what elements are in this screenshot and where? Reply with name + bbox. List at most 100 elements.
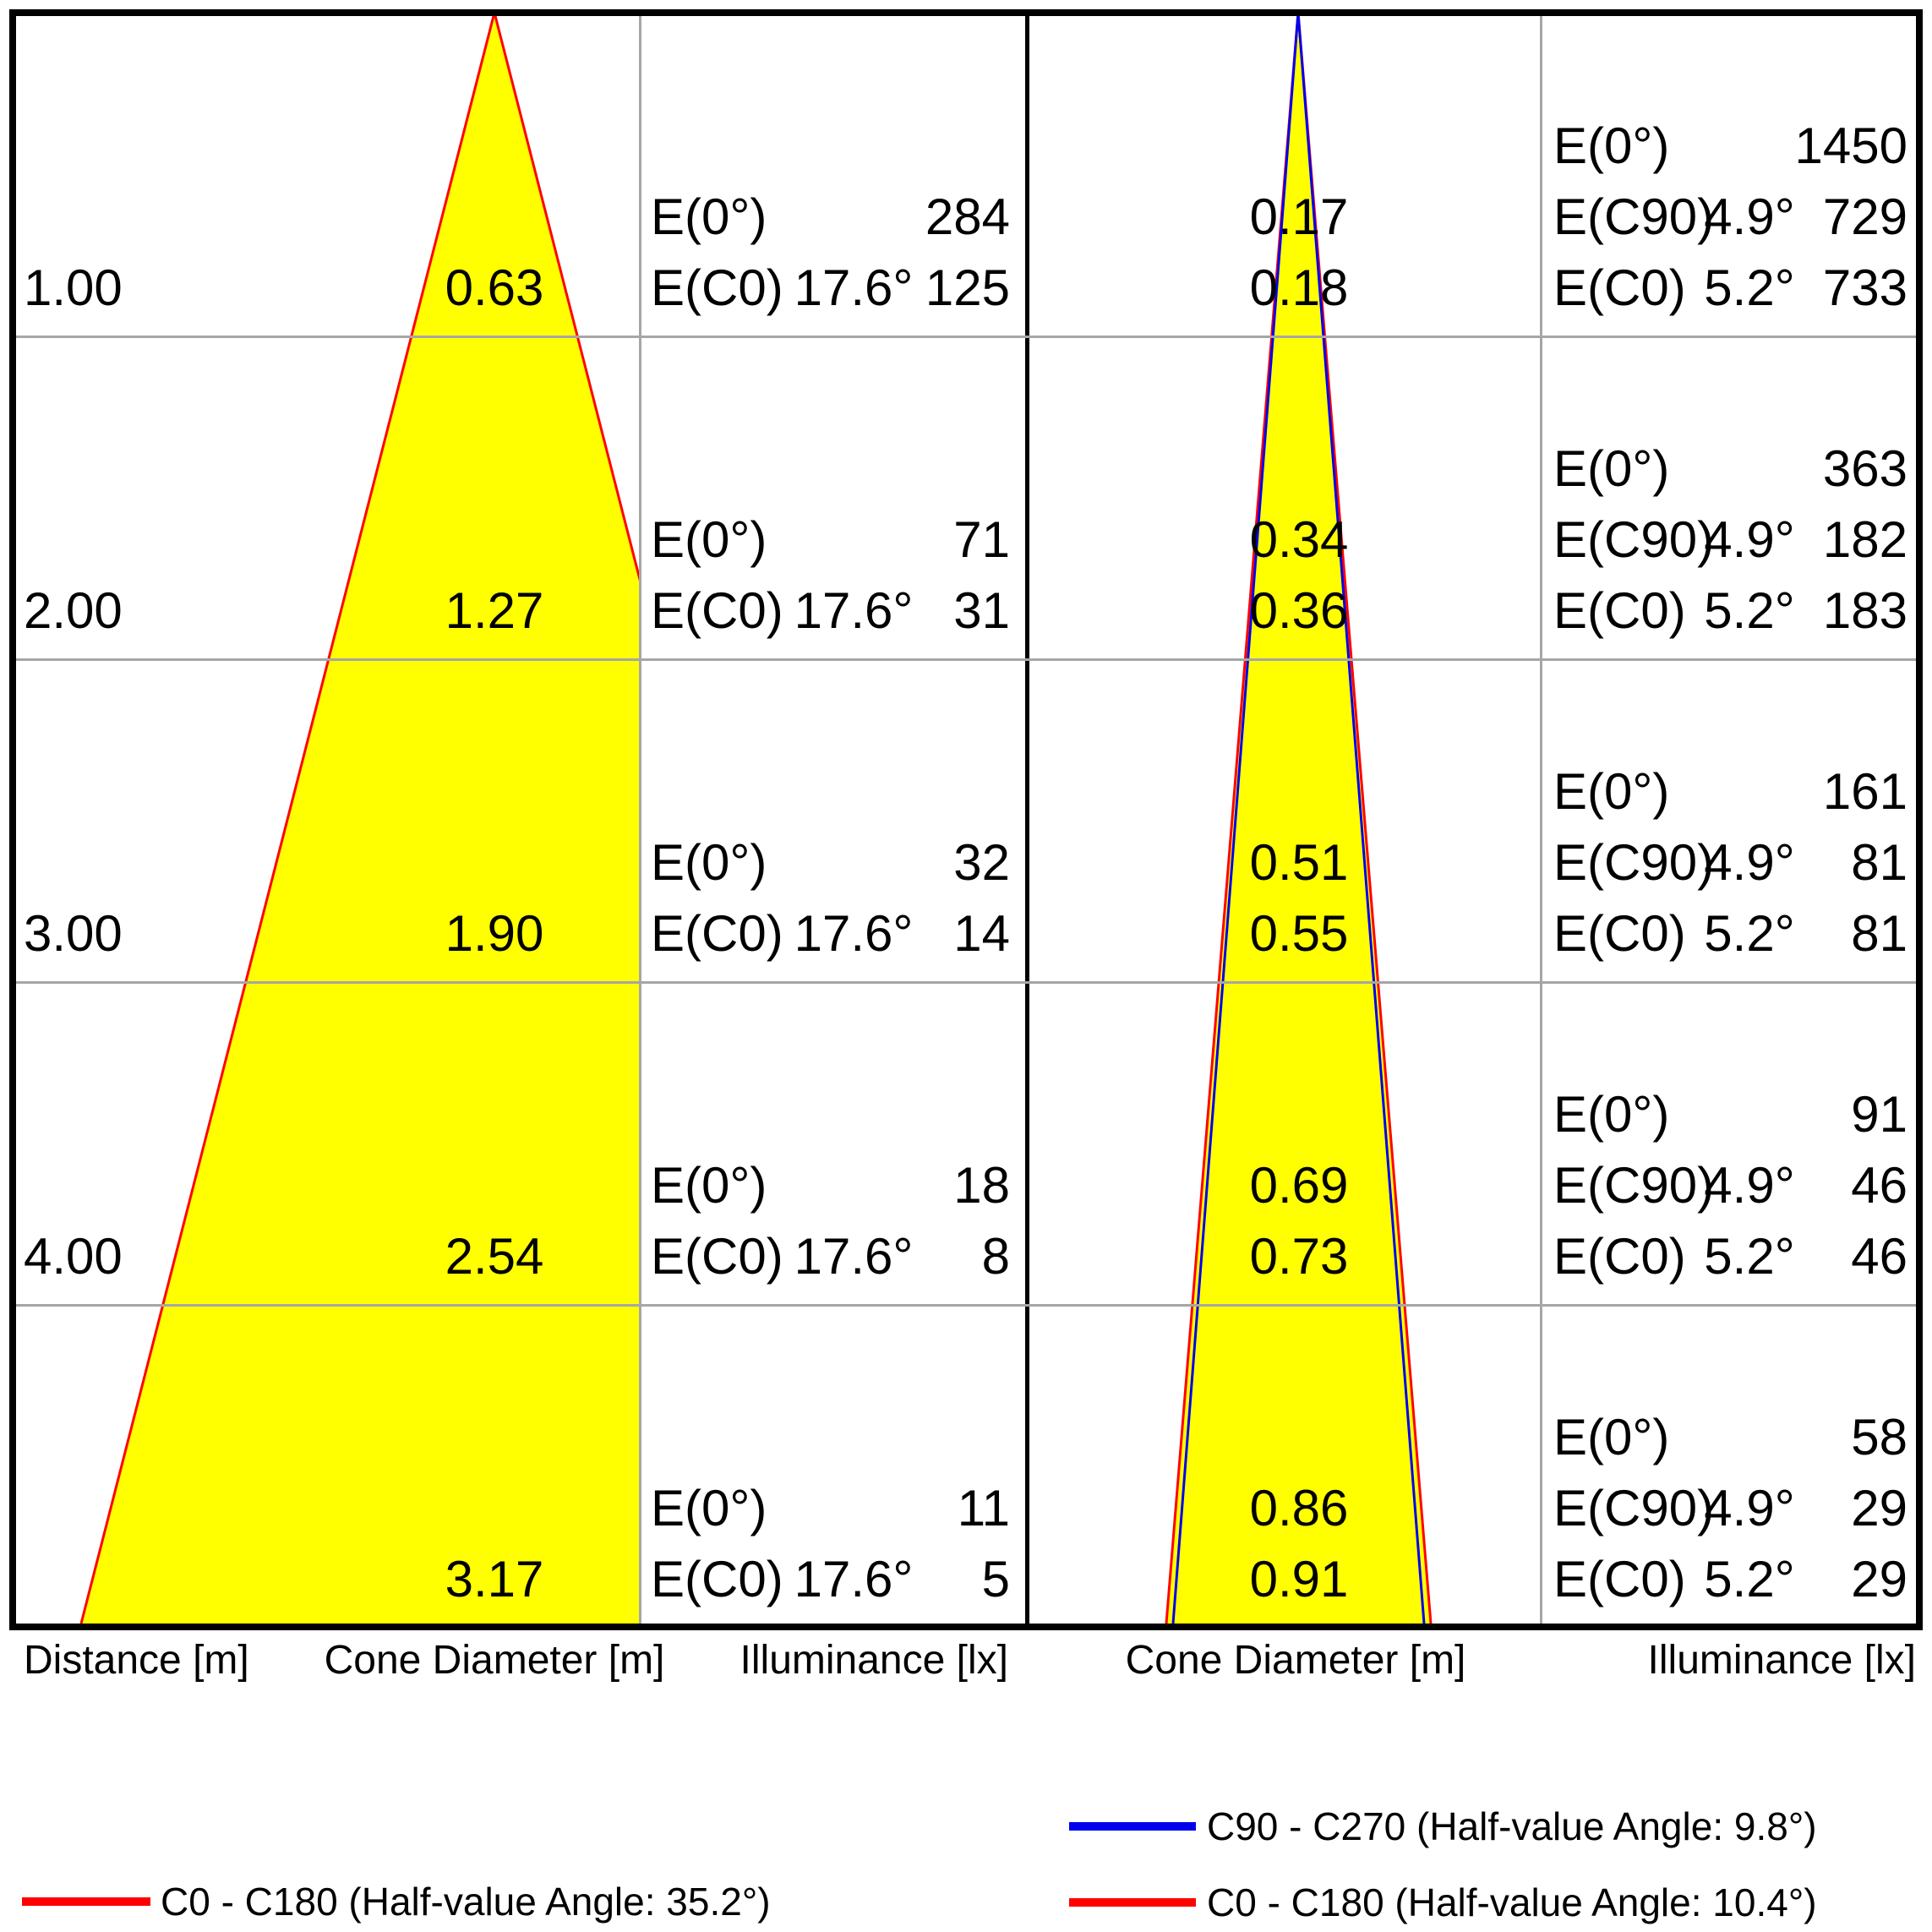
cone2-diameter-c90: 0.69: [1249, 1157, 1349, 1214]
ill1-ec0-angle: 17.6°: [794, 1551, 914, 1607]
distance-value: [24, 1549, 210, 1610]
ill2-e0-value: 161: [1822, 763, 1907, 820]
cone1-diameter-value: 1.90: [445, 905, 544, 962]
ill1-e0-label: E(0°): [651, 511, 767, 568]
ill1-ec0-label: E(C0): [651, 905, 783, 962]
ill2-e0-label: E(0°): [1553, 763, 1670, 820]
cone2-diameter-c0: 0.73: [1249, 1228, 1349, 1285]
ill1-e0-value: 284: [925, 188, 1010, 245]
ill2-ec0-label: E(C0): [1553, 1551, 1686, 1607]
ill2-ec90-label: E(C90): [1553, 1157, 1715, 1214]
row-divider-4: [16, 1304, 1916, 1307]
distance-value: 3.00: [24, 905, 123, 962]
ill1-e0-value: 32: [953, 834, 1010, 891]
ill2-ec0-value: 183: [1822, 582, 1907, 639]
ill2-ec90-label: E(C90): [1553, 188, 1715, 245]
cone1-diameter-value: 1.27: [445, 582, 544, 639]
ill2-ec90-angle: 4.9°: [1704, 188, 1795, 245]
ill2-ec0-angle: 5.2°: [1704, 1228, 1795, 1285]
legend-line-c90-c270: [1069, 1822, 1196, 1831]
ill2-e0-value: 91: [1851, 1086, 1907, 1143]
ill1-ec0-angle: 17.6°: [794, 905, 914, 962]
cone2-diameter-c0: 0.36: [1249, 582, 1349, 639]
ill1-ec0-label: E(C0): [651, 1551, 783, 1607]
ill2-ec0-angle: 5.2°: [1704, 905, 1795, 962]
ill2-ec90-angle: 4.9°: [1704, 1480, 1795, 1536]
ill2-e0-value: 58: [1851, 1409, 1907, 1465]
table-row: 4.00 2.54 E(0°) 18 E(C0) 17.6° 8 0.69 0.…: [0, 981, 1932, 1304]
ill1-ec0-angle: 17.6°: [794, 259, 914, 316]
ill2-ec0-value: 46: [1851, 1228, 1907, 1285]
table-row: 3.17 E(0°) 11 E(C0) 17.6° 5 0.86 0.91 E(…: [0, 1304, 1932, 1627]
narrow-beam-cone: [1165, 13, 1433, 1624]
legend-label-c0-c180-wide: C0 - C180 (Half-value Angle: 35.2°): [161, 1880, 771, 1924]
cone2-diameter-c90: 0.17: [1249, 188, 1349, 245]
ill2-ec90-value: 81: [1851, 834, 1907, 891]
ill1-e0-label: E(0°): [651, 188, 767, 245]
column-divider-1: [639, 16, 641, 1624]
distance-value: 2.00: [24, 582, 123, 639]
table-row: 3.00 1.90 E(0°) 32 E(C0) 17.6° 14 0.51 0…: [0, 658, 1932, 981]
header-distance: Distance [m]: [24, 1638, 249, 1683]
ill1-ec0-angle: 17.6°: [794, 582, 914, 639]
ill1-e0-value: 11: [957, 1480, 1010, 1536]
ill2-ec0-value: 29: [1851, 1551, 1907, 1607]
ill1-ec0-value: 31: [953, 582, 1010, 639]
ill1-ec0-angle: 17.6°: [794, 1228, 914, 1285]
ill2-ec90-label: E(C90): [1553, 511, 1715, 568]
cone2-diameter-c0: 0.55: [1249, 905, 1349, 962]
ill2-ec0-angle: 5.2°: [1704, 582, 1795, 639]
cone1-diameter-value: 3.17: [445, 1551, 544, 1607]
table-row: 1.00 0.63 E(0°) 284 E(C0) 17.6° 125 0.17…: [0, 13, 1932, 336]
ill2-ec90-label: E(C90): [1553, 834, 1715, 891]
cone2-diameter-c90: 0.34: [1249, 511, 1349, 568]
ill1-ec0-label: E(C0): [651, 582, 783, 639]
ill2-ec0-label: E(C0): [1553, 259, 1686, 316]
panel-divider: [1025, 16, 1029, 1624]
ill1-e0-label: E(0°): [651, 834, 767, 891]
ill2-ec0-label: E(C0): [1553, 905, 1686, 962]
ill2-e0-value: 363: [1822, 440, 1907, 497]
ill2-e0-label: E(0°): [1553, 117, 1670, 174]
ill2-ec0-value: 733: [1822, 259, 1907, 316]
row-divider-2: [16, 658, 1916, 661]
ill1-ec0-label: E(C0): [651, 259, 783, 316]
header-cone-diameter-1: Cone Diameter [m]: [324, 1638, 665, 1683]
ill2-ec0-angle: 5.2°: [1704, 259, 1795, 316]
ill2-ec0-value: 81: [1851, 905, 1907, 962]
ill1-e0-label: E(0°): [651, 1157, 767, 1214]
column-divider-2: [1540, 16, 1542, 1624]
distance-value: 1.00: [24, 259, 123, 316]
ill2-ec90-angle: 4.9°: [1704, 834, 1795, 891]
ill2-ec0-label: E(C0): [1553, 1228, 1686, 1285]
ill1-e0-label: E(0°): [651, 1480, 767, 1536]
ill2-e0-label: E(0°): [1553, 1086, 1670, 1143]
ill2-e0-label: E(0°): [1553, 1409, 1670, 1465]
ill2-ec90-value: 182: [1822, 511, 1907, 568]
ill2-e0-value: 1450: [1794, 117, 1907, 174]
wide-beam-cone: [79, 13, 641, 1624]
ill2-e0-label: E(0°): [1553, 440, 1670, 497]
cone2-diameter-c90: 0.86: [1249, 1480, 1349, 1536]
ill1-ec0-value: 8: [981, 1228, 1010, 1285]
ill2-ec0-angle: 5.2°: [1704, 1551, 1795, 1607]
ill2-ec90-angle: 4.9°: [1704, 511, 1795, 568]
ill2-ec90-angle: 4.9°: [1704, 1157, 1795, 1214]
header-cone-diameter-2: Cone Diameter [m]: [1125, 1638, 1466, 1683]
cone2-diameter-c0: 0.18: [1249, 259, 1349, 316]
ill2-ec0-label: E(C0): [1553, 582, 1686, 639]
row-divider-3: [16, 981, 1916, 984]
ill1-ec0-value: 125: [925, 259, 1010, 316]
ill1-ec0-value: 5: [981, 1551, 1010, 1607]
cone1-diameter-value: 0.63: [445, 259, 544, 316]
distance-value: 4.00: [24, 1228, 123, 1285]
ill2-ec90-value: 729: [1822, 188, 1907, 245]
ill2-ec90-value: 29: [1851, 1480, 1907, 1536]
header-illuminance-1: Illuminance [lx]: [740, 1638, 1008, 1683]
ill2-ec90-label: E(C90): [1553, 1480, 1715, 1536]
table-row: 2.00 1.27 E(0°) 71 E(C0) 17.6° 31 0.34 0…: [0, 336, 1932, 658]
cone1-diameter-value: 2.54: [445, 1228, 544, 1285]
legend-line-c0-c180-narrow: [1069, 1898, 1196, 1907]
